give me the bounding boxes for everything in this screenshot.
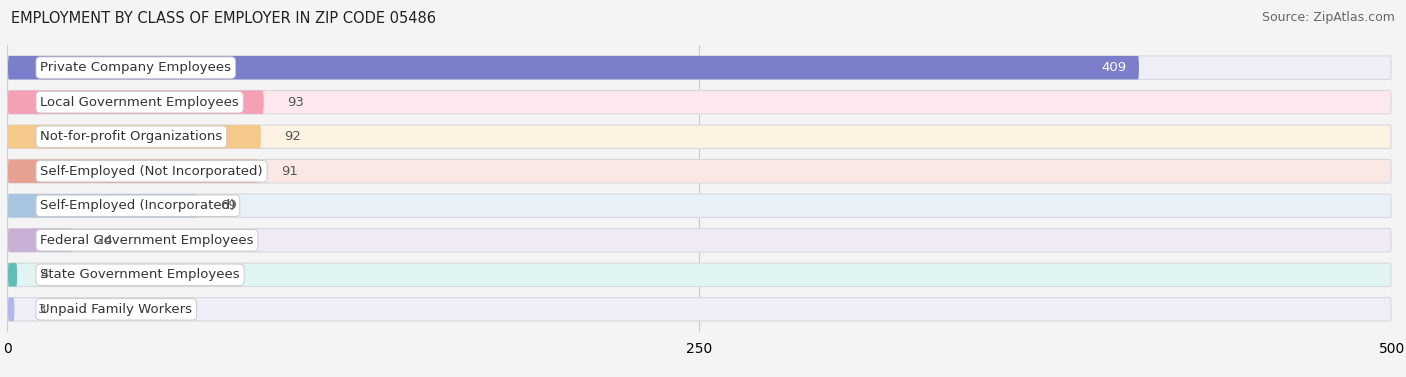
FancyBboxPatch shape xyxy=(8,263,17,287)
FancyBboxPatch shape xyxy=(8,56,1391,80)
FancyBboxPatch shape xyxy=(8,159,259,183)
Text: 91: 91 xyxy=(281,165,298,178)
Text: 4: 4 xyxy=(41,268,49,281)
Text: Unpaid Family Workers: Unpaid Family Workers xyxy=(41,303,193,316)
Text: 69: 69 xyxy=(221,199,238,212)
Text: 92: 92 xyxy=(284,130,301,143)
FancyBboxPatch shape xyxy=(8,56,1139,80)
FancyBboxPatch shape xyxy=(8,228,73,252)
Text: 24: 24 xyxy=(96,234,112,247)
FancyBboxPatch shape xyxy=(8,159,1391,183)
Text: Self-Employed (Not Incorporated): Self-Employed (Not Incorporated) xyxy=(41,165,263,178)
Text: 409: 409 xyxy=(1101,61,1126,74)
FancyBboxPatch shape xyxy=(8,90,264,114)
Text: 93: 93 xyxy=(287,96,304,109)
Text: Source: ZipAtlas.com: Source: ZipAtlas.com xyxy=(1261,11,1395,24)
Text: State Government Employees: State Government Employees xyxy=(41,268,240,281)
Text: Private Company Employees: Private Company Employees xyxy=(41,61,231,74)
FancyBboxPatch shape xyxy=(8,125,262,149)
FancyBboxPatch shape xyxy=(8,194,197,218)
FancyBboxPatch shape xyxy=(8,263,1391,287)
Text: Local Government Employees: Local Government Employees xyxy=(41,96,239,109)
Text: Self-Employed (Incorporated): Self-Employed (Incorporated) xyxy=(41,199,236,212)
FancyBboxPatch shape xyxy=(8,194,1391,218)
Text: EMPLOYMENT BY CLASS OF EMPLOYER IN ZIP CODE 05486: EMPLOYMENT BY CLASS OF EMPLOYER IN ZIP C… xyxy=(11,11,436,26)
FancyBboxPatch shape xyxy=(8,125,1391,149)
FancyBboxPatch shape xyxy=(8,297,14,321)
FancyBboxPatch shape xyxy=(8,297,1391,321)
Text: Not-for-profit Organizations: Not-for-profit Organizations xyxy=(41,130,222,143)
FancyBboxPatch shape xyxy=(8,90,1391,114)
FancyBboxPatch shape xyxy=(8,228,1391,252)
Text: Federal Government Employees: Federal Government Employees xyxy=(41,234,253,247)
Text: 3: 3 xyxy=(38,303,46,316)
